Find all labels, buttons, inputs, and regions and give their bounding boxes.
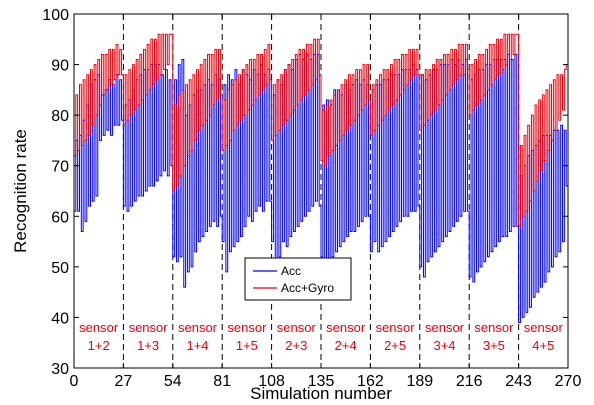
y-tick-label-1: 40 [51, 310, 69, 327]
y-tick-label-2: 50 [51, 260, 69, 277]
group-label-bottom-1: 1+3 [137, 338, 159, 353]
y-tick-label-3: 60 [51, 209, 69, 226]
group-labels: sensor 1+2 sensor 1+3 sensor 1+4 sensor 1+5 sens… [79, 320, 563, 353]
group-label-top-1: sensor [129, 320, 169, 335]
x-tick-label-6: 162 [357, 373, 384, 390]
legend-entry-acc-gyro: Acc+Gyro [281, 281, 334, 295]
y-tick-label-5: 80 [51, 108, 69, 125]
group-label-top-0: sensor [79, 320, 119, 335]
x-tick-label-5: 135 [308, 373, 335, 390]
group-label-top-8: sensor [474, 320, 514, 335]
legend: Acc Acc+Gyro [244, 257, 352, 301]
group-label-bottom-3: 1+5 [236, 338, 258, 353]
x-tick-label-9: 243 [505, 373, 532, 390]
group-label-bottom-9: 4+5 [532, 338, 554, 353]
group-label-bottom-2: 1+4 [186, 338, 208, 353]
group-label-top-7: sensor [425, 320, 465, 335]
group-label-bottom-5: 2+4 [335, 338, 357, 353]
x-tick-label-4: 108 [258, 373, 285, 390]
series-line-acc-gyro [74, 33, 568, 227]
group-label-top-2: sensor [178, 320, 218, 335]
group-label-bottom-8: 3+5 [483, 338, 505, 353]
x-tick-label-3: 81 [213, 373, 231, 390]
series-lines [74, 33, 568, 323]
y-tick-label-6: 90 [51, 58, 69, 75]
legend-box [244, 257, 352, 301]
x-axis-label: Simulation number [250, 384, 392, 403]
group-label-top-9: sensor [524, 320, 564, 335]
group-label-top-4: sensor [277, 320, 317, 335]
axis-ticks: 0 27 54 81 108 135 162 189 216 243 270 30 40 50 60 70 80… [42, 7, 581, 390]
x-tick-label-8: 216 [456, 373, 483, 390]
y-tick-label-4: 70 [51, 159, 69, 176]
group-label-top-3: sensor [227, 320, 267, 335]
y-axis-label: Recognition rate [11, 129, 30, 253]
x-tick-label-2: 54 [164, 373, 182, 390]
y-tick-label-0: 30 [51, 361, 69, 378]
group-label-top-6: sensor [376, 320, 416, 335]
x-tick-label-0: 0 [70, 373, 79, 390]
y-tick-label-7: 100 [42, 7, 69, 24]
x-tick-label-10: 270 [555, 373, 582, 390]
series-line-acc [74, 53, 568, 323]
x-tick-label-1: 27 [115, 373, 133, 390]
group-label-bottom-4: 2+3 [285, 338, 307, 353]
x-tick-label-7: 189 [406, 373, 433, 390]
legend-entry-acc: Acc [281, 264, 301, 278]
group-label-bottom-0: 1+2 [88, 338, 110, 353]
group-label-top-5: sensor [326, 320, 366, 335]
group-label-bottom-6: 2+5 [384, 338, 406, 353]
group-label-bottom-7: 3+4 [433, 338, 455, 353]
